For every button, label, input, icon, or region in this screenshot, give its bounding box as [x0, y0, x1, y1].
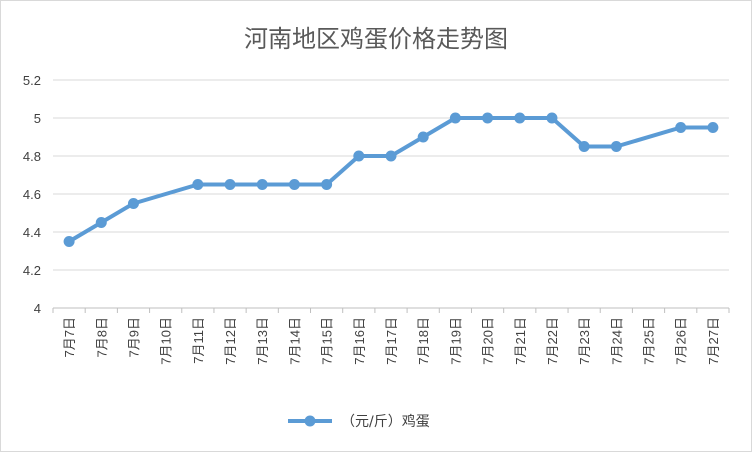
y-tick-label: 4: [34, 301, 41, 316]
x-tick-label: 7月21日: [513, 317, 528, 365]
data-point: [224, 179, 236, 190]
data-point: [482, 112, 494, 124]
data-point: [546, 112, 558, 124]
x-tick-label: 7月18日: [416, 317, 431, 365]
x-tick-label: 7月7日: [62, 317, 77, 357]
x-tick-label: 7月15日: [320, 317, 335, 365]
x-tick-label: 7月14日: [287, 317, 302, 365]
data-point: [192, 179, 204, 190]
data-point: [417, 131, 429, 143]
y-axis-ticks: 4 4.2 4.4 4.6 4.8 5 5.2: [23, 73, 41, 316]
y-tick-label: 4.4: [23, 225, 41, 240]
x-tick-label: 7月10日: [159, 317, 174, 365]
chart-title: 河南地区鸡蛋价格走势图: [244, 25, 508, 53]
series-line: [67, 116, 715, 244]
x-tick-label: 7月16日: [352, 317, 367, 365]
x-tick-label: 7月17日: [384, 317, 399, 365]
x-tick-label: 7月23日: [577, 317, 592, 365]
grid-lines: [53, 79, 729, 309]
x-tick-label: 7月24日: [609, 317, 624, 365]
series-layer: [63, 112, 719, 247]
data-point: [385, 150, 397, 162]
y-tick-label: 4.8: [23, 149, 41, 164]
x-tick-label: 7月11日: [191, 317, 206, 364]
data-point: [675, 122, 687, 133]
x-tick-label: 7月20日: [481, 317, 496, 365]
data-point: [449, 112, 461, 124]
x-tick-label: 7月19日: [448, 317, 463, 365]
x-tick-label: 7月25日: [642, 317, 657, 365]
data-point: [578, 141, 590, 152]
data-point: [353, 150, 365, 162]
data-point: [127, 198, 139, 209]
y-tick-label: 5.2: [23, 73, 41, 88]
x-tick-label: 7月13日: [255, 317, 270, 365]
y-tick-label: 5: [34, 111, 41, 126]
x-tick-label: 7月12日: [223, 317, 238, 365]
x-tick-label: 7月8日: [94, 317, 109, 357]
legend: （元/斤）鸡蛋: [288, 413, 430, 430]
data-point: [256, 179, 268, 190]
data-point: [63, 236, 75, 247]
x-axis-ticks: 7月7日 7月8日 7月9日 7月10日 7月11日 7月12日 7月13日 7月14日 7月1…: [52, 308, 730, 365]
x-tick-label: 7月9日: [126, 317, 141, 357]
data-point: [707, 122, 719, 133]
data-point: [610, 141, 622, 152]
data-point: [288, 179, 300, 190]
data-point: [95, 217, 107, 228]
x-tick-label: 7月27日: [706, 317, 721, 365]
legend-point-marker: [304, 415, 316, 427]
y-tick-label: 4.6: [23, 187, 41, 202]
legend-label: （元/斤）鸡蛋: [341, 413, 430, 430]
x-tick-label: 7月26日: [674, 317, 689, 365]
x-tick-label: 7月22日: [545, 317, 560, 365]
data-point: [514, 112, 526, 124]
y-tick-label: 4.2: [23, 263, 41, 278]
data-point: [321, 179, 333, 190]
